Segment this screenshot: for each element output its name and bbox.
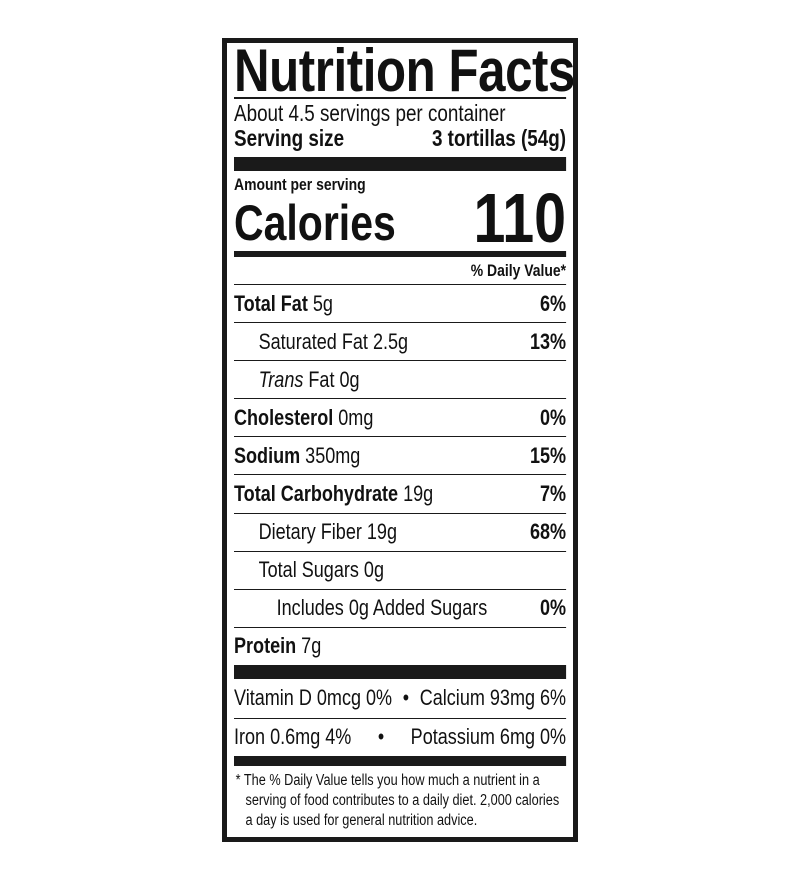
nutrient-name: Cholesterol xyxy=(234,404,334,430)
serving-size-value: 3 tortillas (54g) xyxy=(431,125,567,151)
nutrient-dv: 13% xyxy=(529,328,567,354)
nutrient-name: Total Sugars xyxy=(258,557,359,583)
medium-divider xyxy=(234,251,567,257)
nutrient-row-saturated-fat: Saturated Fat 2.5g 13% xyxy=(234,323,567,362)
nutrient-dv: 68% xyxy=(529,519,567,545)
nutrient-dv: 0% xyxy=(540,595,567,621)
nutrient-dv: 6% xyxy=(540,290,567,316)
bullet-separator: • xyxy=(402,685,410,711)
nutrient-row-total-fat: Total Fat 5g 6% xyxy=(234,285,567,324)
nutrient-row-dietary-fiber: Dietary Fiber 19g 68% xyxy=(234,514,567,552)
nutrient-amount: 2.5g xyxy=(372,328,409,354)
nutrient-name: Total Fat xyxy=(234,290,308,316)
calories-value: 110 xyxy=(473,179,567,257)
nutrient-row-trans-fat: Trans Fat 0g xyxy=(234,361,567,400)
nutrient-row-sodium: Sodium 350mg 15% xyxy=(234,437,567,476)
nutrient-amount: 0g xyxy=(339,366,360,392)
serving-size: Serving size 3 tortillas (54g) xyxy=(234,125,566,152)
serving-size-label: Serving size xyxy=(234,125,345,151)
label-title: Nutrition Facts xyxy=(234,38,575,104)
nutrient-row-protein: Protein 7g xyxy=(234,628,566,665)
nutrient-name-suffix: Fat xyxy=(308,366,335,392)
calcium: Calcium 93mg 6% xyxy=(419,685,567,711)
nutrient-row-cholesterol: Cholesterol 0mg 0% xyxy=(234,399,567,438)
nutrient-amount: 0mg xyxy=(338,404,374,430)
thick-divider xyxy=(234,157,567,171)
servings-per-container: About 4.5 servings per container xyxy=(234,100,506,126)
potassium: Potassium 6mg 0% xyxy=(410,724,567,750)
nutrient-name: Total Carbohydrate xyxy=(234,481,399,507)
nutrient-name: Dietary Fiber xyxy=(258,519,362,545)
nutrient-amount: 0g xyxy=(363,557,384,583)
nutrient-dv: 7% xyxy=(540,481,567,507)
daily-value-header: % Daily Value* xyxy=(234,257,567,285)
thick-divider xyxy=(234,755,567,766)
nutrient-row-added-sugars: Includes 0g Added Sugars 0% xyxy=(234,590,567,628)
nutrient-row-total-sugars: Total Sugars 0g xyxy=(234,552,567,590)
amount-per-serving: Amount per serving xyxy=(234,175,366,194)
nutrient-dv: 0% xyxy=(540,404,567,430)
nutrient-amount: 7g xyxy=(301,633,322,659)
nutrient-name: Trans xyxy=(258,366,304,392)
calories-row: Calories 110 xyxy=(234,183,566,253)
nutrient-amount: 5g xyxy=(312,290,333,316)
vitamin-d: Vitamin D 0mcg 0% xyxy=(234,685,393,711)
vitamin-row-1: Vitamin D 0mcg 0% • Calcium 93mg 6% xyxy=(234,679,567,719)
calories-label: Calories xyxy=(234,195,396,251)
nutrient-name: Protein xyxy=(234,633,297,659)
vitamin-row-2: Iron 0.6mg 4% • Potassium 6mg 0% xyxy=(234,719,566,756)
footnote: * The % Daily Value tells you how much a… xyxy=(235,771,560,829)
nutrient-dv: 15% xyxy=(529,442,567,468)
nutrition-facts-label: Nutrition Facts About 4.5 servings per c… xyxy=(222,38,578,842)
bullet-separator: • xyxy=(377,724,385,750)
thick-divider xyxy=(234,664,567,679)
nutrient-amount: 350mg xyxy=(305,442,361,468)
nutrient-amount: 19g xyxy=(403,481,434,507)
nutrient-name: Sodium xyxy=(234,442,301,468)
nutrient-name: Includes 0g Added Sugars xyxy=(276,595,488,621)
nutrient-name: Saturated Fat xyxy=(258,328,368,354)
nutrient-amount: 19g xyxy=(366,519,397,545)
nutrient-row-total-carbohydrate: Total Carbohydrate 19g 7% xyxy=(234,475,567,514)
iron: Iron 0.6mg 4% xyxy=(234,724,352,750)
